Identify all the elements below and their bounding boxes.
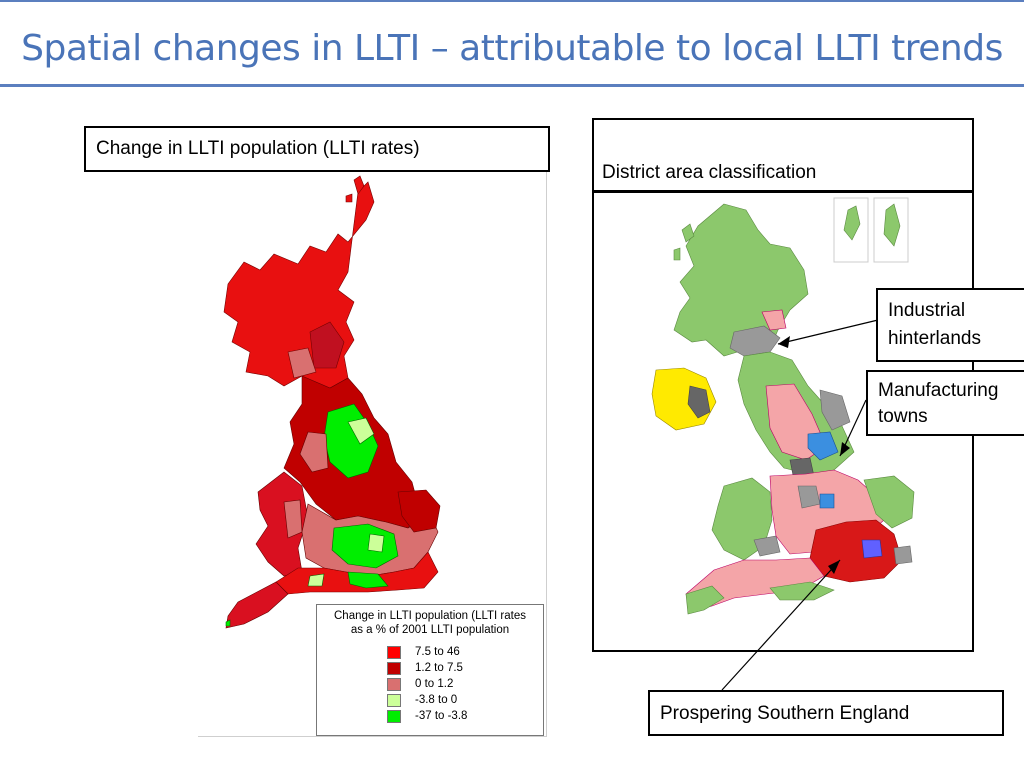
left-map-heading-box: Change in LLTI population (LLTI rates) bbox=[84, 126, 550, 172]
legend-row: 0 to 1.2 bbox=[387, 677, 453, 691]
legend-label: -3.8 to 0 bbox=[415, 694, 458, 706]
midlands-green bbox=[331, 523, 399, 569]
industrial-arrowhead bbox=[778, 336, 790, 348]
industrial-label-line2: hinterlands bbox=[888, 328, 981, 349]
legend-swatch bbox=[387, 709, 401, 723]
london-blue bbox=[861, 539, 883, 559]
east-anglia bbox=[397, 489, 441, 533]
legend-swatch bbox=[387, 645, 401, 659]
north-england-light bbox=[347, 417, 375, 445]
legend-label: 1.2 to 7.5 bbox=[415, 662, 463, 674]
south-west-green bbox=[685, 585, 725, 615]
isles-of-scilly bbox=[225, 619, 231, 627]
llti-change-map bbox=[223, 175, 441, 629]
manufacturing-label-line2: towns bbox=[878, 406, 928, 427]
manufacturing-callout: Manufacturing towns bbox=[866, 370, 1024, 436]
manufacturing-label-line1: Manufacturing bbox=[878, 380, 999, 401]
classification-heading-box: District area classification bbox=[592, 118, 974, 193]
kent-grey bbox=[893, 545, 913, 565]
industrial-callout-line bbox=[777, 319, 879, 345]
manufacturing-arrowhead bbox=[840, 442, 850, 456]
southeast-green bbox=[347, 571, 389, 589]
scotland-east-districts bbox=[309, 321, 345, 369]
industrial-label-line1: Industrial bbox=[888, 300, 966, 321]
shetland-shape bbox=[843, 205, 861, 241]
scotland-central-districts bbox=[287, 347, 317, 379]
southern-callout-line bbox=[721, 559, 841, 691]
slide-title: Spatial changes in LLTI – attributable t… bbox=[21, 28, 1003, 69]
title-rule bbox=[0, 84, 1024, 87]
llti-legend: Change in LLTI population (LLTI rates as… bbox=[316, 604, 544, 736]
legend-row: 1.2 to 7.5 bbox=[387, 661, 463, 675]
midlands-light bbox=[367, 533, 385, 553]
left-map-frame bbox=[198, 172, 547, 737]
south-west bbox=[225, 581, 289, 629]
legend-label: -37 to -3.8 bbox=[415, 710, 468, 722]
legend-row: -37 to -3.8 bbox=[387, 709, 467, 723]
southern-callout: Prospering Southern England bbox=[648, 690, 1004, 736]
scotland-islands bbox=[673, 223, 695, 261]
southern-arrowhead bbox=[828, 560, 840, 574]
industrial-callout: Industrial hinterlands bbox=[876, 288, 1024, 362]
legend-label: 0 to 1.2 bbox=[415, 678, 454, 690]
orkney-shape bbox=[883, 203, 901, 247]
legend-title-line1: Change in LLTI population (LLTI rates bbox=[334, 610, 526, 622]
legend-swatch bbox=[387, 677, 401, 691]
classification-heading: District area classification bbox=[602, 162, 817, 183]
midlands-blue bbox=[819, 493, 835, 509]
legend-label: 7.5 to 46 bbox=[415, 646, 460, 658]
wales-grey bbox=[753, 535, 781, 557]
left-map-heading: Change in LLTI population (LLTI rates) bbox=[96, 138, 420, 159]
north-england-grey bbox=[819, 389, 851, 431]
district-classification-map bbox=[651, 197, 915, 615]
orkney-shetland bbox=[345, 175, 365, 203]
south-coast-green bbox=[769, 581, 835, 601]
legend-swatch bbox=[387, 661, 401, 675]
ni-grey bbox=[687, 385, 711, 419]
manufacturing-blue bbox=[807, 431, 839, 461]
north-england-pink bbox=[299, 431, 329, 473]
southern-label: Prospering Southern England bbox=[660, 703, 910, 724]
east-anglia-class bbox=[863, 475, 915, 529]
legend-row: 7.5 to 46 bbox=[387, 645, 460, 659]
legend-title-line2: as a % of 2001 LLTI population bbox=[350, 624, 510, 636]
legend-row: -3.8 to 0 bbox=[387, 693, 457, 707]
central-belt-pink bbox=[761, 309, 787, 331]
south-light bbox=[307, 573, 325, 587]
top-rule bbox=[0, 0, 1024, 2]
legend-title: Change in LLTI population (LLTI rates as… bbox=[317, 609, 543, 637]
legend-swatch bbox=[387, 693, 401, 707]
